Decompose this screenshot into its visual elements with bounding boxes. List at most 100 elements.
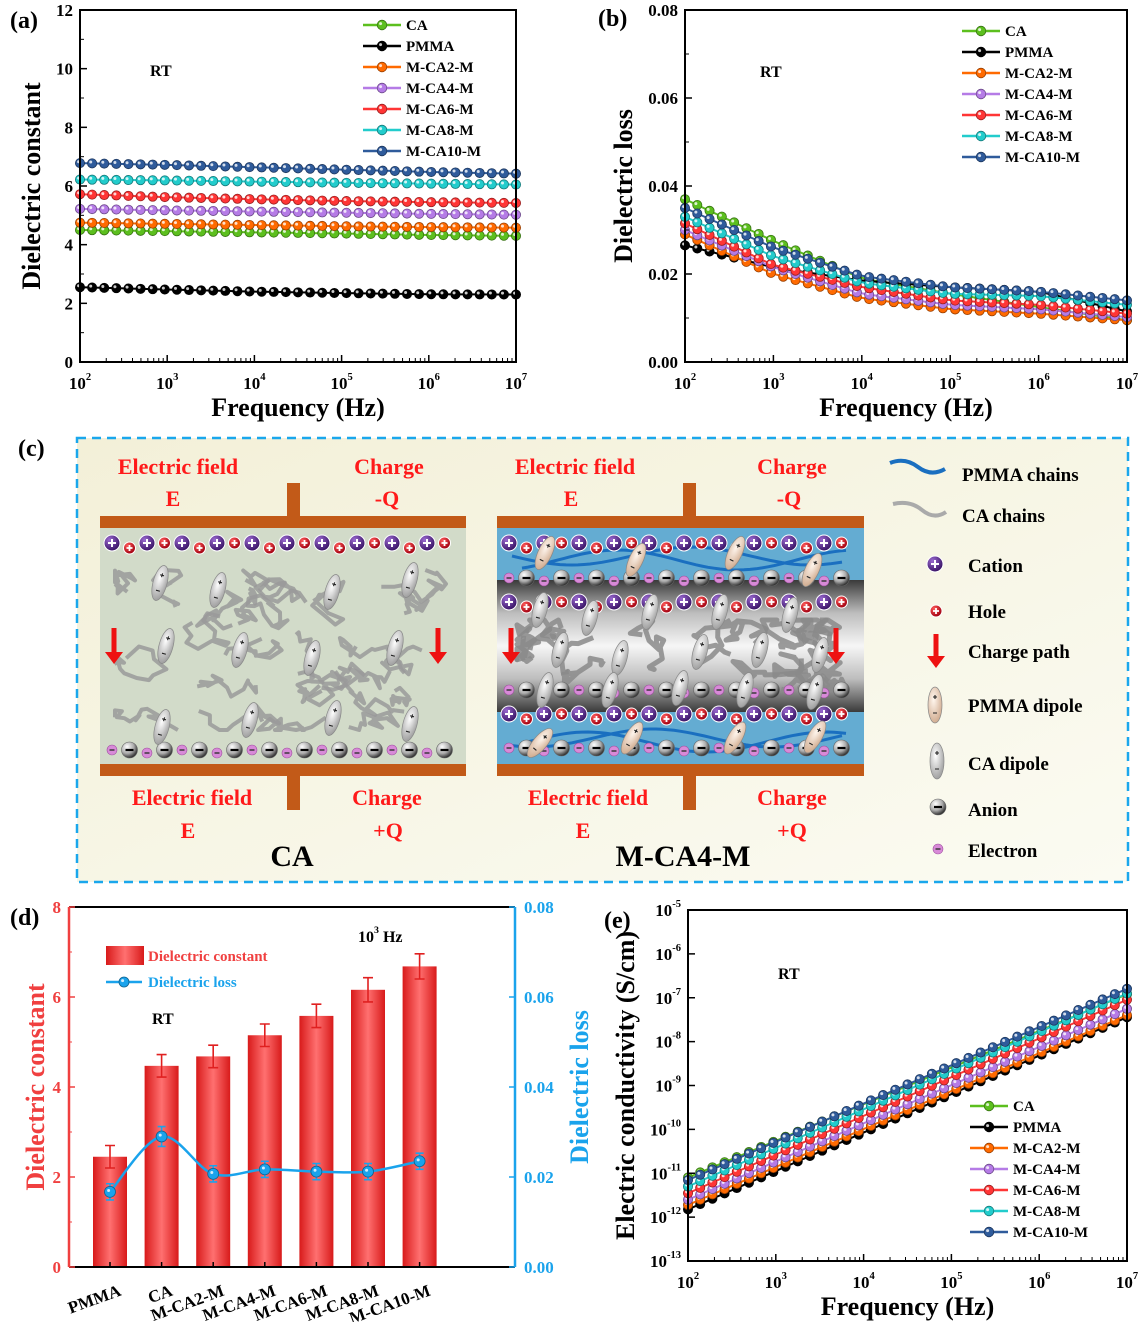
point-highlight [965, 1054, 969, 1058]
legend-item-m-ca10-m: M-CA10-M [363, 144, 481, 160]
point-highlight [234, 229, 238, 233]
cation-icon [348, 534, 366, 552]
bar-m-ca6-m [299, 1003, 334, 1267]
hole-icon [625, 707, 638, 721]
data-point [741, 230, 752, 241]
ca-dipole-icon [401, 706, 419, 742]
point-highlight [903, 278, 907, 282]
hole-icon [403, 541, 416, 555]
ca-chain [253, 578, 308, 604]
point-highlight [1014, 1053, 1018, 1057]
point-highlight [113, 285, 117, 289]
data-point [1048, 1015, 1059, 1026]
point-highlight [464, 224, 468, 228]
data-point [983, 1184, 995, 1196]
legend-item-electron: Electron [932, 841, 1038, 862]
ca-chain [333, 670, 405, 717]
data-point [389, 208, 400, 219]
ca-dipole-icon [153, 709, 171, 745]
point-highlight [464, 169, 468, 173]
point-highlight [928, 1070, 932, 1074]
point-highlight [768, 261, 772, 265]
x-tick-label: 106 [1028, 1271, 1050, 1292]
data-point [111, 158, 122, 169]
y-right-tick-label: 0.06 [524, 988, 554, 1007]
data-point [1011, 285, 1022, 296]
data-point [305, 177, 316, 188]
cation-icon [418, 534, 436, 552]
point-highlight [331, 223, 335, 227]
point-highlight [331, 166, 335, 170]
point-highlight [500, 170, 504, 174]
series-dielectric-loss [104, 1125, 426, 1201]
capacitor-m-ca4-m: Electric field E Charge -Q Electric field E Ch… [497, 454, 864, 873]
point-highlight [222, 178, 226, 182]
data-point [401, 166, 412, 177]
point-highlight [113, 177, 117, 181]
ca-dipole-icon [581, 600, 599, 636]
data-point [268, 162, 279, 173]
annotation-rt: RT [778, 966, 800, 983]
legend-item-pmma: PMMA [962, 45, 1053, 61]
legend-label: Charge path [968, 642, 1070, 663]
data-point [802, 253, 813, 264]
data-point [878, 1090, 889, 1101]
legend-label: M-CA6-M [1013, 1183, 1080, 1199]
data-point [377, 221, 388, 232]
point-highlight [807, 1124, 811, 1128]
data-point [913, 278, 924, 289]
data-point [1072, 303, 1083, 314]
point-highlight [379, 22, 383, 26]
data-point [438, 178, 449, 189]
point-highlight [234, 195, 238, 199]
data-point [753, 235, 764, 246]
point-highlight [440, 211, 444, 215]
data-point [159, 159, 170, 170]
data-point [986, 284, 997, 295]
error-bar [363, 976, 373, 1003]
point-highlight [916, 1076, 920, 1080]
data-point [1061, 1010, 1072, 1021]
data-point [414, 178, 425, 189]
sample-name: CA [270, 840, 314, 873]
point-highlight [743, 225, 747, 229]
hole-icon [765, 707, 778, 721]
point-highlight [307, 197, 311, 201]
data-point [1048, 1035, 1059, 1046]
ca-chain [196, 673, 259, 699]
point-highlight [198, 221, 202, 225]
anion-icon [833, 739, 850, 757]
point-highlight [186, 228, 190, 232]
y-tick-label: 0 [53, 1258, 62, 1277]
point-highlight [379, 223, 383, 227]
legend-item-pmma-dipole: PMMA dipole [927, 686, 1083, 724]
data-point [171, 218, 182, 229]
error-bar [414, 953, 425, 980]
ca-dipole-icon [324, 700, 342, 736]
point-highlight [978, 49, 982, 53]
point-highlight [319, 197, 323, 201]
point-highlight [770, 1139, 774, 1143]
top-charge-label: Charge [354, 454, 424, 479]
data-point [1085, 1019, 1096, 1030]
legend: CA PMMA M-CA2-M M-CA4-M M-CA6-M M-CA8-M M-CA10… [962, 24, 1080, 166]
bottom-field-label: Electric field [528, 785, 648, 810]
ca-chain [241, 568, 301, 603]
point-highlight [391, 223, 395, 227]
point-highlight [1074, 292, 1078, 296]
point-highlight [89, 191, 93, 195]
data-point [426, 166, 437, 177]
cation-icon [173, 534, 191, 552]
point-highlight [464, 199, 468, 203]
point-highlight [210, 1170, 214, 1174]
point-highlight [222, 229, 226, 233]
data-point [829, 1111, 840, 1122]
data-point [462, 289, 473, 300]
anion-icon [763, 739, 780, 757]
chart-e-electric-conductivity: 102 103 104 105 106 107 10-13 10-12 10-11 10-10 10… [604, 899, 1138, 1321]
point-highlight [307, 179, 311, 183]
data-point [87, 189, 98, 200]
cation-icon [570, 593, 588, 611]
point-highlight [331, 290, 335, 294]
legend-label: CA dipole [968, 754, 1049, 775]
